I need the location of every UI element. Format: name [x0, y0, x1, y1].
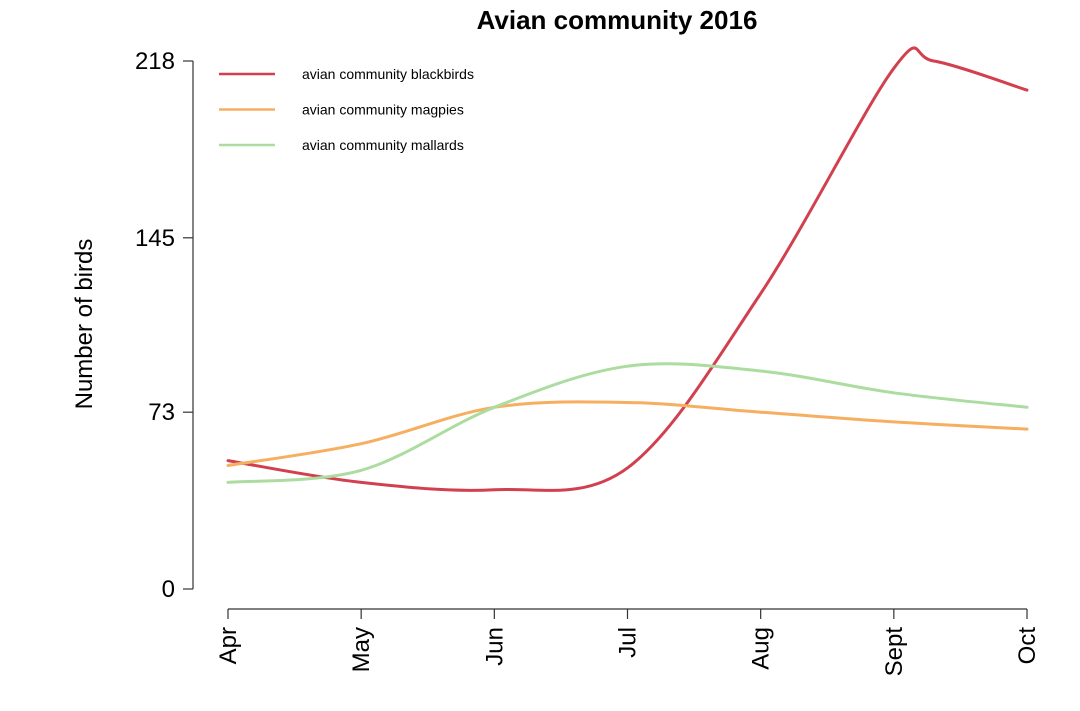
y-tick-label: 145 — [135, 225, 175, 252]
series-lines — [226, 46, 1029, 492]
x-tick-label: Aug — [748, 627, 775, 670]
legend-label-2: avian community magpies — [302, 102, 464, 118]
y-axis-label: Number of birds — [71, 239, 98, 410]
x-tick-label: Jun — [481, 627, 508, 666]
x-tick-label: Sept — [881, 627, 908, 677]
legend-label-1: avian community blackbirds — [302, 66, 474, 82]
y-tick-label: 73 — [148, 399, 175, 426]
y-tick-label: 218 — [135, 48, 175, 75]
x-tick-label: Apr — [215, 627, 242, 664]
axes: 0 73 145 218 Apr May Jun Jul Aug Sept Oct — [135, 48, 1041, 676]
series-line-3 — [226, 362, 1029, 484]
y-tick-label: 0 — [162, 576, 175, 603]
x-tick-label: Jul — [615, 627, 642, 658]
x-tick-label: Oct — [1014, 627, 1041, 665]
legend-label-3: avian community mallards — [302, 137, 464, 153]
chart-title: Avian community 2016 — [477, 5, 758, 35]
legend: avian community blackbirds avian communit… — [219, 66, 474, 153]
x-tick-label: May — [348, 627, 375, 672]
series-line-1 — [226, 46, 1029, 492]
series-line-2 — [226, 400, 1029, 467]
